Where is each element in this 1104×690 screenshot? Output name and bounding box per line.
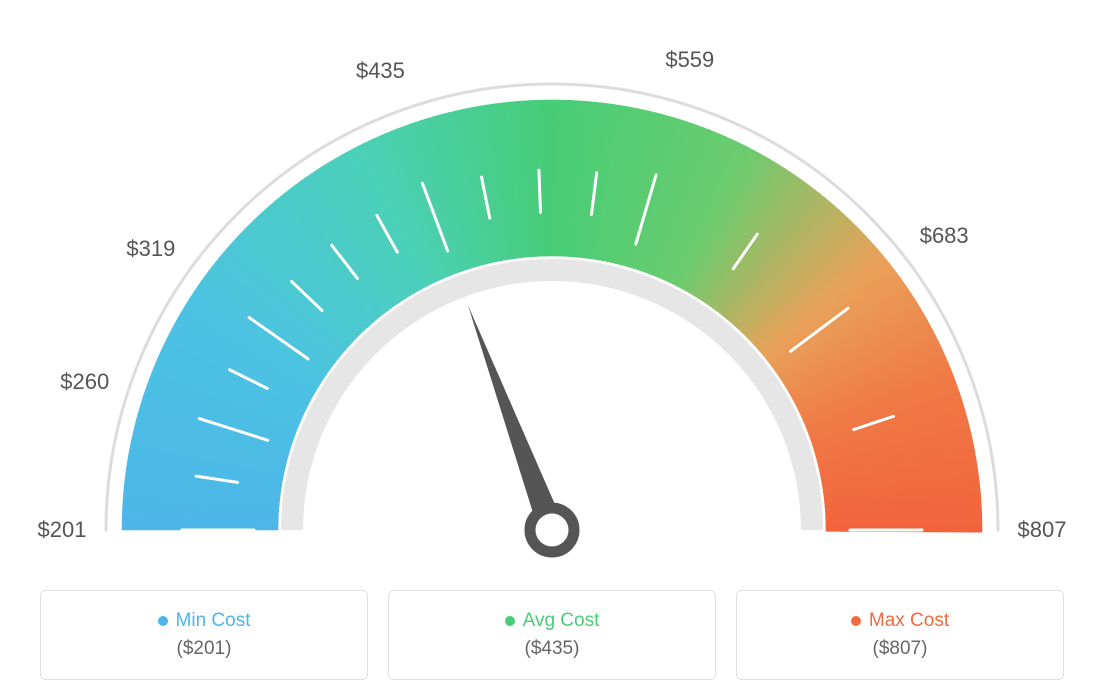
tick-label: $559 bbox=[665, 47, 714, 73]
gauge-chart-container: $201 $260 $319 $435 $559 $683 $807 Min Cost ($2… bbox=[0, 0, 1104, 690]
gauge-needle bbox=[468, 305, 574, 552]
legend-row: Min Cost ($201) Avg Cost ($435) Max Cost ($80… bbox=[40, 590, 1064, 680]
tick-label: $683 bbox=[920, 223, 969, 249]
tick-label: $201 bbox=[38, 517, 87, 543]
tick-label: $435 bbox=[356, 58, 405, 84]
legend-title-text: Avg Cost bbox=[523, 610, 600, 632]
legend-value: ($435) bbox=[525, 638, 580, 660]
legend-dot-icon bbox=[158, 616, 168, 626]
legend-value: ($201) bbox=[177, 638, 232, 660]
legend-dot-icon bbox=[505, 616, 515, 626]
gauge-colored-arc bbox=[122, 100, 982, 532]
legend-value: ($807) bbox=[873, 638, 928, 660]
legend-title: Min Cost bbox=[158, 610, 251, 632]
tick-label: $260 bbox=[60, 369, 109, 395]
legend-title-text: Max Cost bbox=[869, 610, 949, 632]
legend-card-max: Max Cost ($807) bbox=[736, 590, 1064, 680]
legend-card-avg: Avg Cost ($435) bbox=[388, 590, 716, 680]
tick-label: $807 bbox=[1018, 517, 1067, 543]
legend-title-text: Min Cost bbox=[176, 610, 251, 632]
gauge-svg bbox=[0, 10, 1104, 580]
legend-title: Avg Cost bbox=[505, 610, 600, 632]
gauge-area: $201 $260 $319 $435 $559 $683 $807 bbox=[0, 0, 1104, 580]
tick-label: $319 bbox=[126, 236, 175, 262]
legend-card-min: Min Cost ($201) bbox=[40, 590, 368, 680]
legend-title: Max Cost bbox=[851, 610, 949, 632]
legend-dot-icon bbox=[851, 616, 861, 626]
